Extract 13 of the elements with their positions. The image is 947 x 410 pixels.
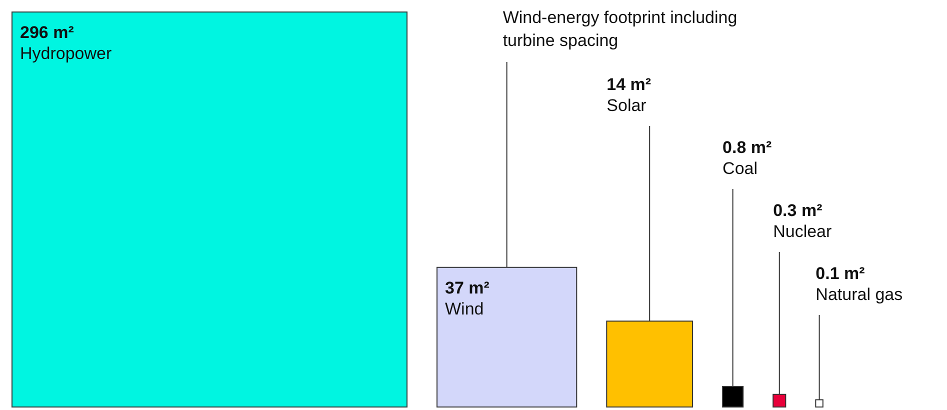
data-label: 0.1 m² [816,264,866,283]
category-label: Coal [722,159,758,178]
category-label: Nuclear [773,222,832,241]
data-label: 296 m² [20,23,74,42]
category-label: Hydropower [20,44,112,63]
category-label: Wind [445,299,484,318]
data-label: 14 m² [606,75,652,94]
data-label: 37 m² [445,278,490,298]
data-label: 0.8 m² [722,138,772,157]
text: Wind-energy footprint including turbine spacing [502,8,738,50]
category-label: Solar [606,96,647,115]
data-label: 0.3 m² [773,201,823,220]
category-label: Natural gas [816,285,903,304]
